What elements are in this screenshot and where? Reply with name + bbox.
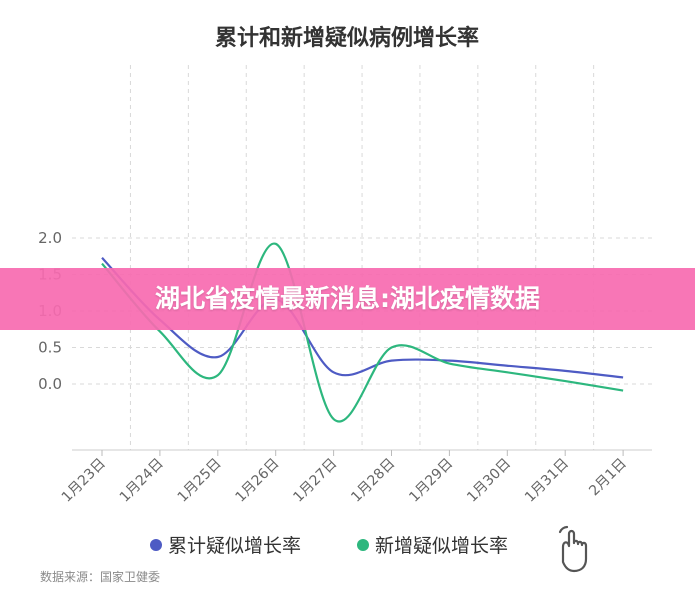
chart-title: 累计和新增疑似病例增长率 bbox=[215, 25, 479, 51]
x-tick-label: 2月1日 bbox=[586, 456, 630, 500]
legend-marker-new bbox=[357, 539, 369, 551]
legend-marker-cumulative bbox=[150, 539, 162, 551]
pointing-hand-icon bbox=[558, 525, 588, 573]
x-tick-label: 1月26日 bbox=[233, 456, 283, 506]
x-tick-label: 1月29日 bbox=[406, 456, 456, 506]
x-tick-label: 1月28日 bbox=[348, 456, 398, 506]
x-tick-label: 1月25日 bbox=[175, 456, 225, 506]
y-tick-label: 2.0 bbox=[38, 229, 62, 247]
x-tick-label: 1月31日 bbox=[522, 456, 572, 506]
x-tick-label: 1月23日 bbox=[59, 456, 109, 506]
data-source: 数据来源：国家卫健委 bbox=[40, 569, 160, 584]
series-line-0 bbox=[101, 256, 624, 379]
x-tick-label: 1月27日 bbox=[290, 456, 340, 506]
legend-label-cumulative: 累计疑似增长率 bbox=[168, 535, 301, 557]
legend: 累计疑似增长率 新增疑似增长率 bbox=[150, 535, 508, 557]
series-lines bbox=[101, 242, 624, 423]
x-axis: 1月23日 1月24日 1月25日 1月26日 1月27日 1月28日 1月29日 1月30日… bbox=[59, 450, 630, 506]
x-tick-label: 1月30日 bbox=[464, 456, 514, 506]
legend-label-new: 新增疑似增长率 bbox=[375, 535, 508, 557]
headline-banner: 湖北省疫情最新消息:湖北疫情数据 bbox=[0, 268, 695, 330]
x-tick-label: 1月24日 bbox=[117, 456, 167, 506]
series-line-1 bbox=[101, 242, 624, 423]
y-tick-label: 0.5 bbox=[38, 339, 62, 357]
y-tick-label: 0.0 bbox=[38, 375, 62, 393]
headline-text: 湖北省疫情最新消息:湖北疫情数据 bbox=[155, 284, 540, 313]
